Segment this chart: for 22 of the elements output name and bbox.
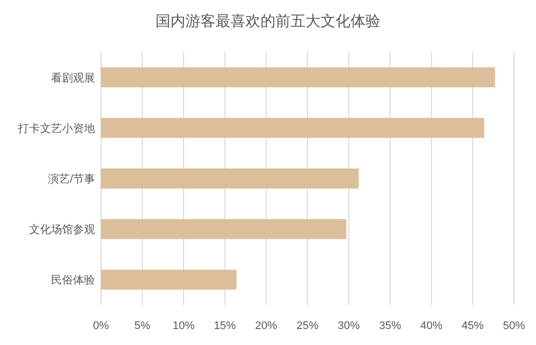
x-tick-label: 35% bbox=[379, 320, 402, 332]
x-tick-label: 40% bbox=[420, 320, 443, 332]
x-tick-label: 25% bbox=[296, 320, 319, 332]
bar bbox=[101, 118, 484, 138]
y-tick-label: 民俗体验 bbox=[51, 274, 95, 287]
x-tick-label: 5% bbox=[134, 320, 150, 332]
y-tick-label: 文化场馆参观 bbox=[29, 223, 95, 236]
chart-title: 国内游客最喜欢的前五大文化体验 bbox=[156, 13, 380, 30]
x-tick-label: 0% bbox=[93, 320, 110, 332]
x-tick-label: 45% bbox=[462, 320, 484, 332]
bar bbox=[101, 168, 359, 188]
x-tick-label: 50% bbox=[502, 320, 526, 332]
y-tick-label: 看剧观展 bbox=[51, 71, 95, 84]
x-tick-label: 20% bbox=[255, 320, 278, 332]
x-tick-label: 15% bbox=[214, 320, 236, 332]
bar bbox=[101, 67, 495, 88]
y-tick-label: 打卡文艺小资地 bbox=[17, 122, 95, 135]
x-tick-label: 10% bbox=[172, 320, 195, 332]
x-tick-label: 30% bbox=[338, 320, 360, 332]
bar bbox=[101, 219, 346, 240]
y-tick-label: 演艺/节事 bbox=[48, 172, 95, 186]
bar bbox=[101, 270, 236, 290]
